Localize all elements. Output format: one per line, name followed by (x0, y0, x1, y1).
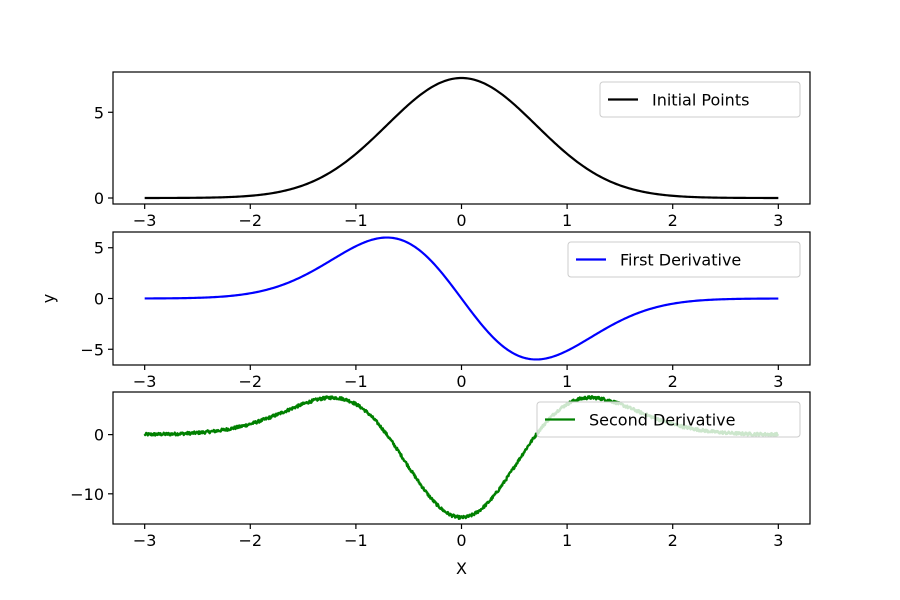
x-tick-label: 3 (773, 372, 783, 391)
legend-entry: Second Derivative (589, 411, 735, 430)
series-line-1-1 (144, 76, 779, 200)
series-line-2-1 (144, 236, 779, 361)
x-tick-label: 0 (456, 372, 466, 391)
x-tick-label: −1 (344, 211, 368, 230)
x-tick-label: 1 (562, 531, 572, 550)
x-tick-label: −3 (133, 211, 157, 230)
x-tick-label: 0 (456, 211, 466, 230)
legend-entry: First Derivative (620, 251, 741, 270)
x-tick-label: −2 (238, 372, 262, 391)
legend-box (599, 81, 801, 118)
x-tick-label: 3 (773, 531, 783, 550)
x-tick-label: −3 (133, 531, 157, 550)
x-tick-label: −1 (344, 531, 368, 550)
x-axis-label: X (456, 559, 467, 578)
x-tick-label: 1 (562, 372, 572, 391)
legend-box (536, 401, 801, 438)
x-tick-label: −2 (238, 531, 262, 550)
subplot-2: −3 −2 −1 0 1 2 3 −5 0 5 y First Derivative (39, 231, 811, 391)
x-tick-label: 3 (773, 211, 783, 230)
subplot-1: −3 −2 −1 0 1 2 3 0 5 Initial Points (94, 71, 811, 230)
y-tick-label: −10 (70, 485, 104, 504)
legend: Second Derivative (536, 401, 801, 438)
x-tick-label: 0 (456, 531, 466, 550)
x-tick-label: 2 (668, 372, 678, 391)
y-tick-label: −5 (80, 340, 104, 359)
x-tick-label: −3 (133, 372, 157, 391)
x-tick-label: 2 (668, 531, 678, 550)
x-tick-label: −2 (238, 211, 262, 230)
legend-box (567, 241, 801, 278)
y-tick-label: 0 (94, 189, 104, 208)
y-axis-label: y (39, 294, 58, 303)
legend: First Derivative (567, 241, 801, 278)
y-tick-label: 0 (94, 290, 104, 309)
y-tick-label: 5 (94, 239, 104, 258)
x-tick-label: 1 (562, 211, 572, 230)
x-tick-label: −1 (344, 372, 368, 391)
y-tick-label: 5 (94, 103, 104, 122)
y-tick-label: 0 (94, 426, 104, 445)
legend: Initial Points (599, 81, 801, 118)
x-tick-label: 2 (668, 211, 678, 230)
legend-entry: Initial Points (652, 91, 749, 110)
